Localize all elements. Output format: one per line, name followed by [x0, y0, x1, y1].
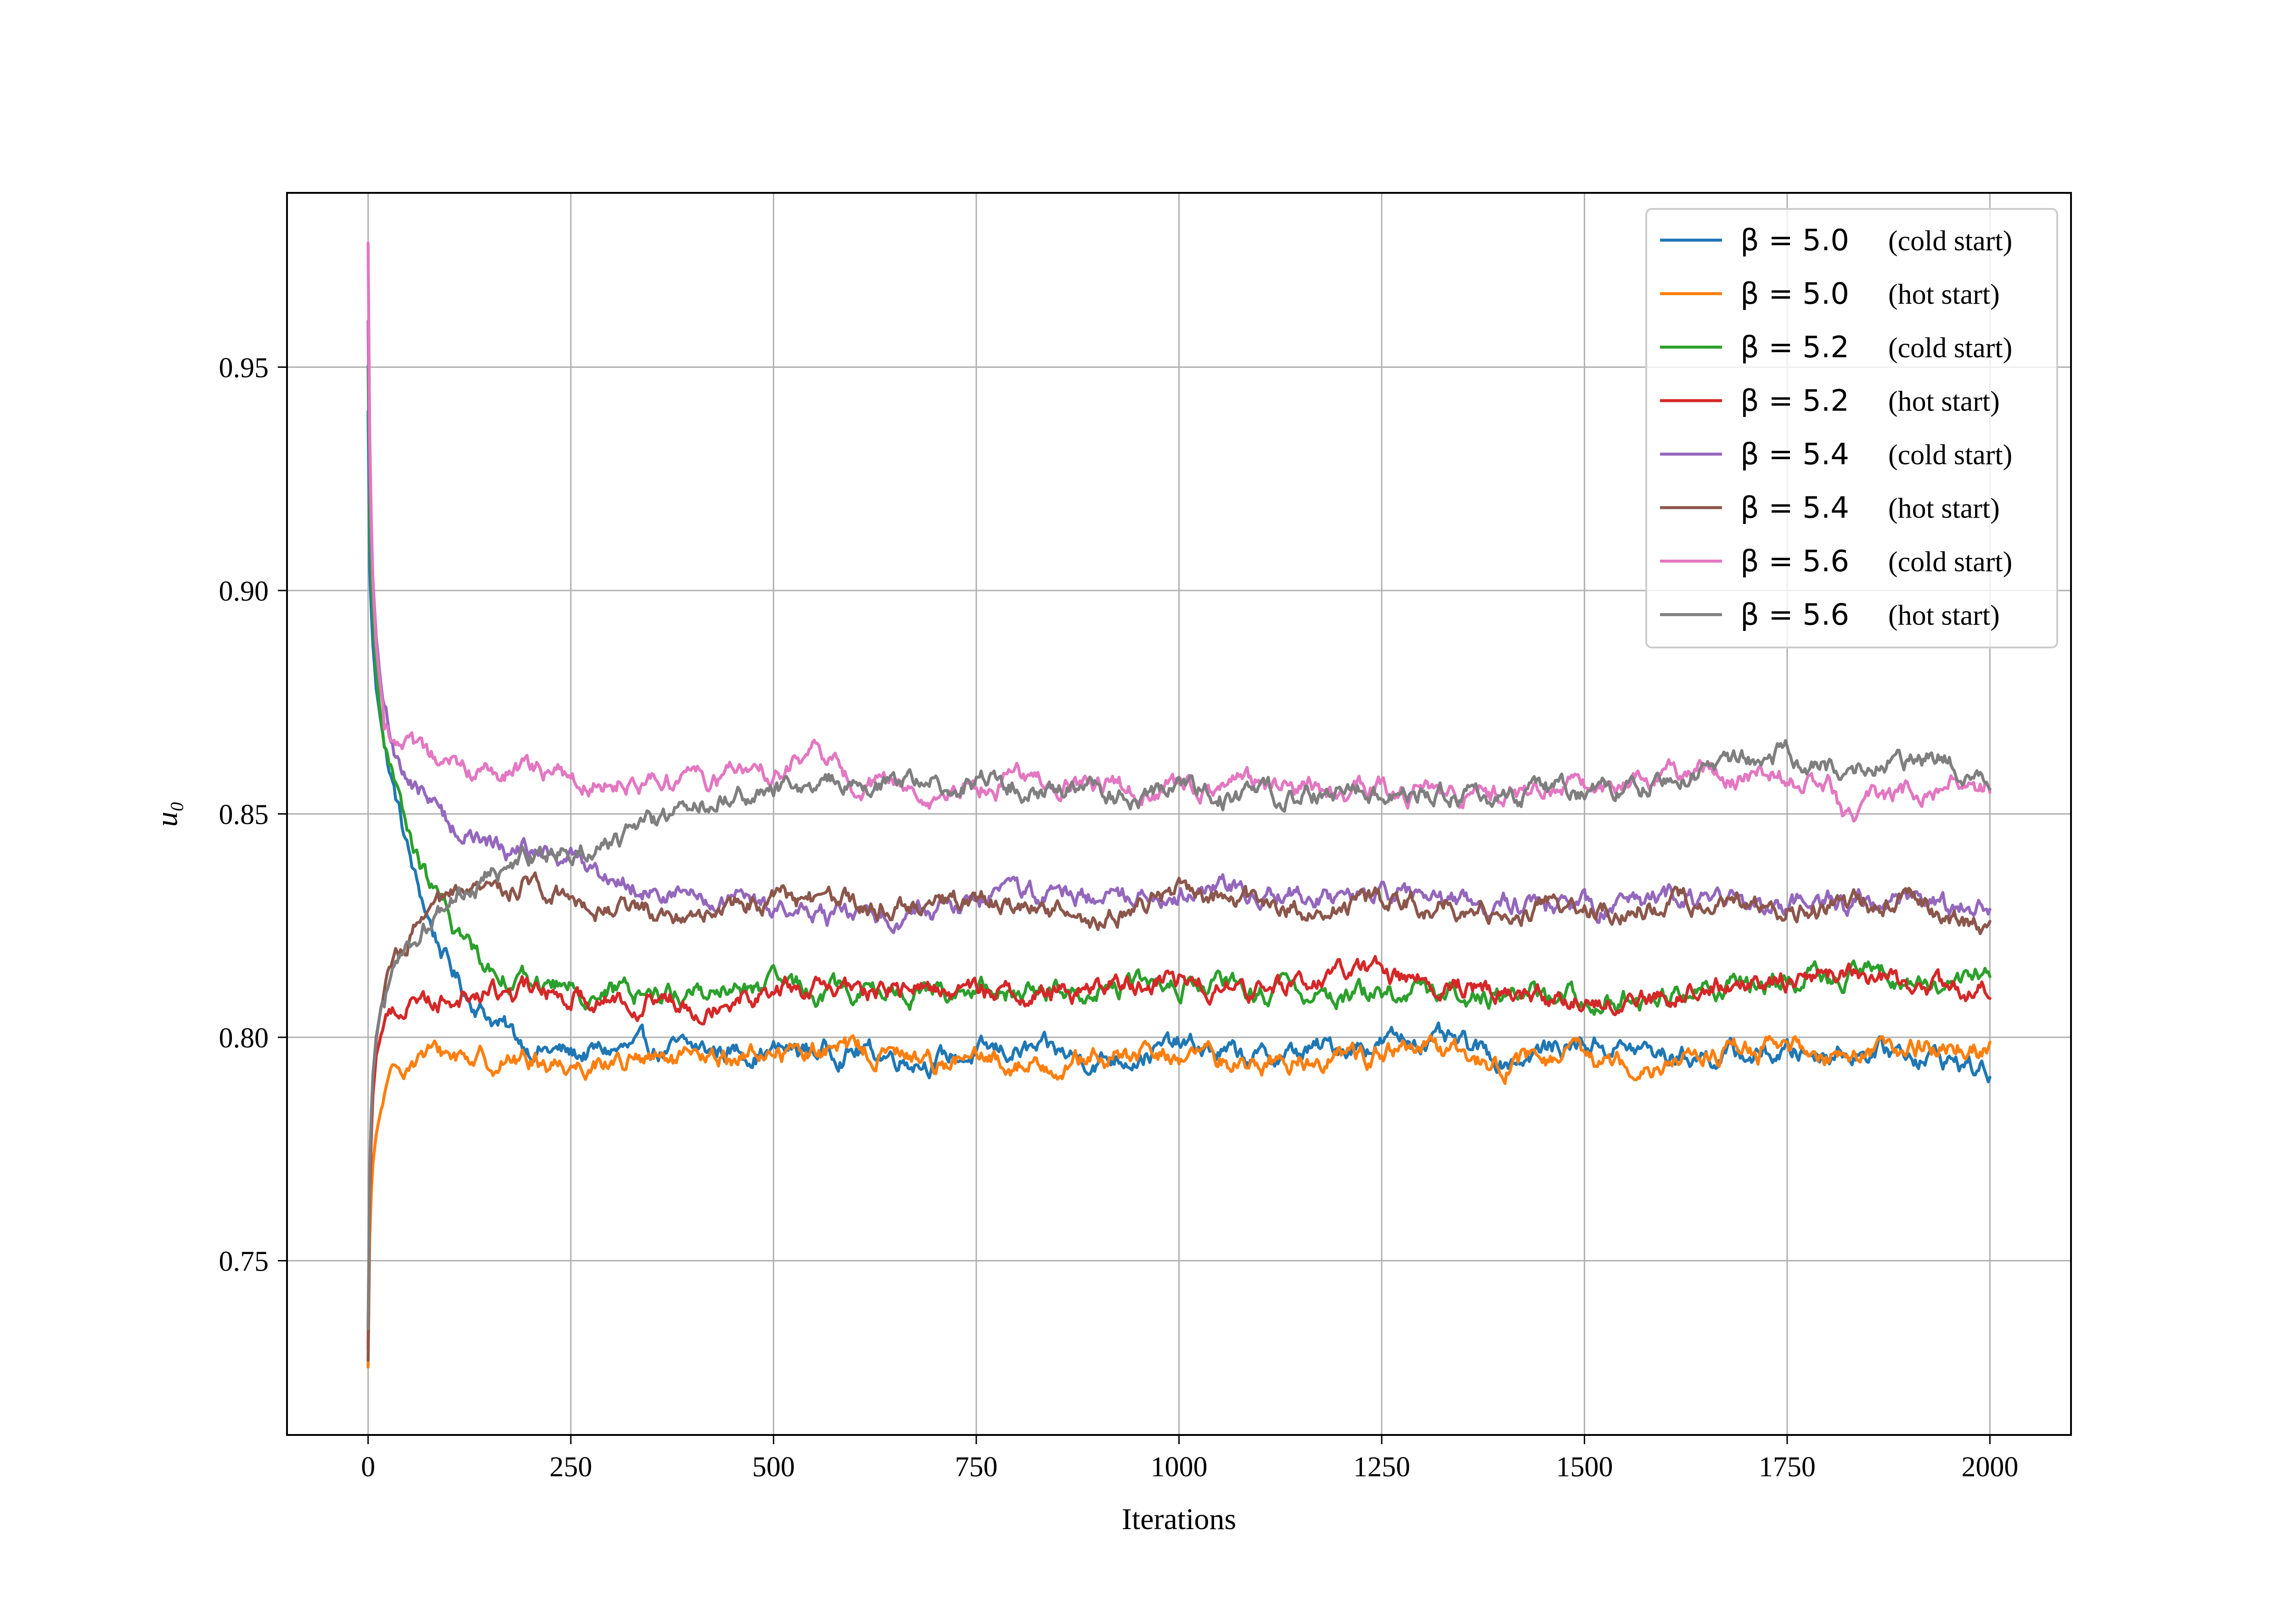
- x-axis-label: Iterations: [1122, 1502, 1236, 1536]
- legend-series-note: (cold start): [1888, 439, 2012, 471]
- x-tick-label: 0: [361, 1451, 375, 1483]
- series-lines: [366, 242, 1992, 1369]
- x-axis-ticks: 0 250 500 750 1000 1250 1500 1750 2000: [361, 1435, 2018, 1483]
- legend-series-name: β = 5.0: [1740, 277, 1849, 311]
- legend-series-note: (hot start): [1888, 279, 2000, 310]
- legend-series-name: β = 5.0: [1740, 224, 1849, 258]
- y-tick-label: 0.95: [219, 352, 269, 383]
- y-tick-label: 0.75: [219, 1246, 269, 1277]
- legend-series-name: β = 5.6: [1740, 545, 1849, 579]
- legend-series-note: (cold start): [1888, 225, 2012, 257]
- y-tick-label: 0.90: [219, 576, 269, 607]
- legend-series-name: β = 5.2: [1740, 384, 1849, 418]
- x-tick-label: 1000: [1151, 1451, 1208, 1483]
- legend: β = 5.0 (cold start) β = 5.0 (hot start) β =…: [1645, 208, 2058, 648]
- y-axis-label: u₀: [150, 801, 184, 827]
- legend-series-name: β = 5.6: [1740, 598, 1849, 632]
- series-line: [366, 319, 1992, 934]
- x-tick-label: 2000: [1961, 1451, 2018, 1483]
- legend-series-note: (hot start): [1888, 600, 2000, 631]
- y-axis-ticks: 0.75 0.80 0.85 0.90 0.95: [219, 352, 287, 1277]
- legend-series-note: (hot start): [1888, 386, 2000, 417]
- y-tick-label: 0.85: [219, 799, 269, 831]
- series-line: [366, 365, 1992, 1016]
- x-tick-label: 1250: [1353, 1451, 1410, 1483]
- series-line: [366, 1034, 1992, 1369]
- legend-series-note: (cold start): [1888, 546, 2012, 578]
- x-tick-label: 250: [550, 1451, 592, 1483]
- y-tick-label: 0.80: [219, 1023, 269, 1054]
- legend-box: [1645, 208, 2058, 648]
- x-tick-label: 1500: [1556, 1451, 1613, 1483]
- x-tick-label: 1750: [1759, 1451, 1816, 1483]
- legend-series-name: β = 5.2: [1740, 331, 1849, 365]
- legend-series-name: β = 5.4: [1740, 438, 1849, 472]
- series-line: [366, 955, 1992, 1350]
- series-line: [366, 739, 1992, 1330]
- legend-series-name: β = 5.4: [1740, 491, 1849, 525]
- x-tick-label: 500: [752, 1451, 795, 1483]
- legend-series-note: (cold start): [1888, 332, 2012, 364]
- x-tick-label: 750: [955, 1451, 998, 1483]
- series-line: [366, 871, 1992, 1362]
- legend-series-note: (hot start): [1888, 493, 2000, 524]
